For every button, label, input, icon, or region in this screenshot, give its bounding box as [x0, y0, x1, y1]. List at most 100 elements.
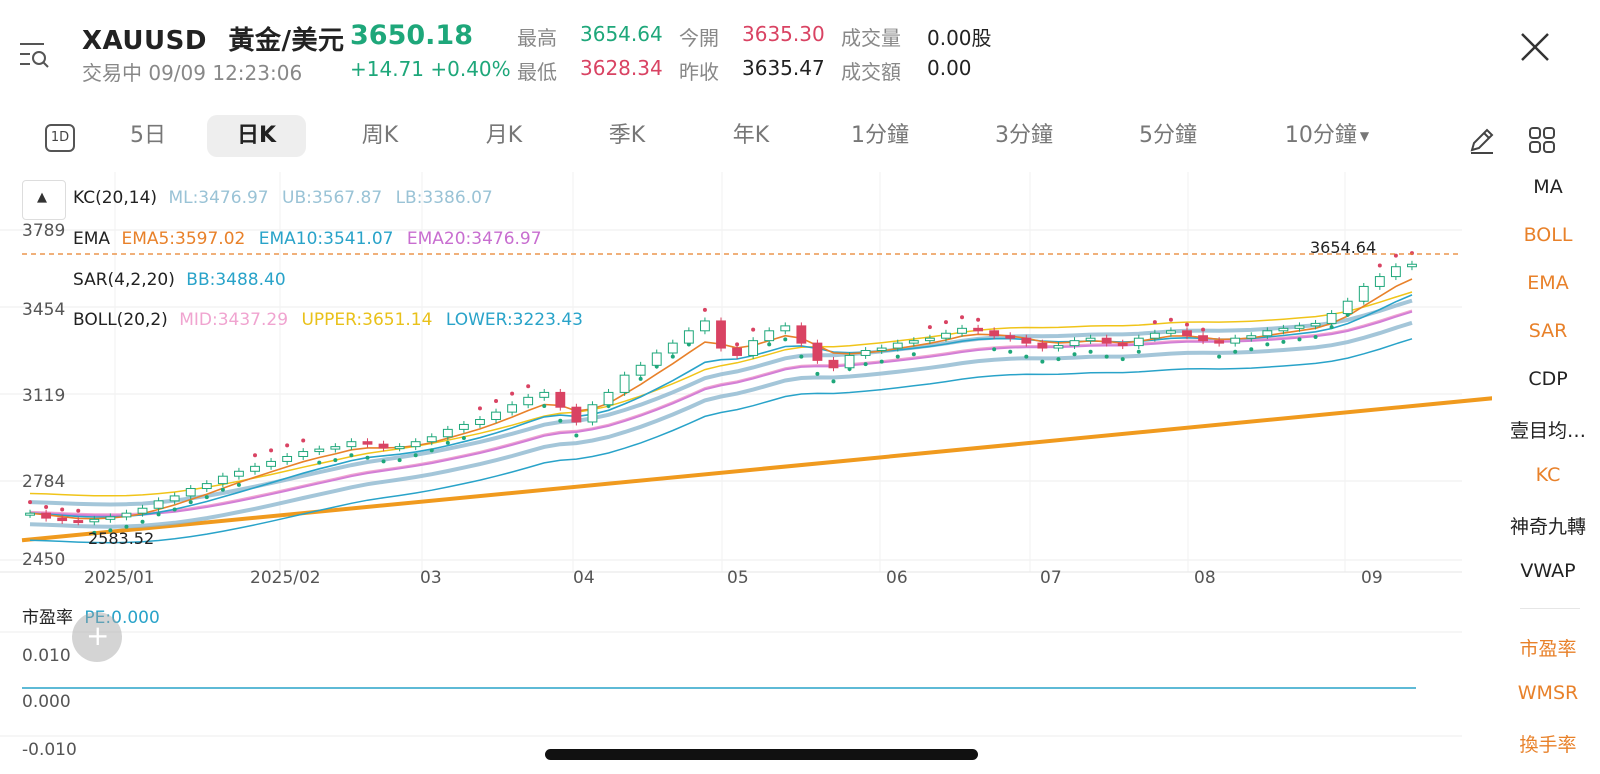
sar-dot [1393, 253, 1398, 258]
candle-body [892, 342, 903, 349]
candle-body [137, 507, 148, 514]
candle-body [475, 419, 485, 425]
sar-dot [1152, 320, 1157, 325]
tab-10-min[interactable]: 10分鐘 ▼ [1282, 115, 1372, 157]
candle-body [105, 516, 116, 520]
daily-chart-icon[interactable]: 1D [45, 124, 75, 152]
sidebar-item-vwap[interactable]: VWAP [1520, 560, 1576, 582]
sar-dot [156, 512, 161, 517]
candle-body [1246, 335, 1257, 339]
sidebar-item-sar[interactable]: SAR [1528, 320, 1568, 342]
kc-legend: KC(20,14) ML:3476.97 UB:3567.87 LB:3386.… [73, 188, 493, 208]
sar-dot [28, 500, 33, 505]
sidebar-item-td9[interactable]: 神奇九轉 [1509, 516, 1586, 538]
x-tick-label: 07 [1040, 568, 1062, 588]
sar-dot [1249, 347, 1254, 352]
candle-body [989, 330, 1000, 337]
candlesticks [25, 260, 1417, 526]
sar-dot [815, 371, 820, 376]
candle-body [780, 325, 791, 332]
tab-yearly-k[interactable]: 年K [732, 123, 770, 148]
sidebar-item-kc[interactable]: KC [1535, 464, 1561, 486]
tab-5-min[interactable]: 5分鐘 [1139, 123, 1197, 148]
sidebar-item-pe[interactable]: 市盈率 [1519, 638, 1577, 660]
sidebar-item-ema[interactable]: EMA [1527, 272, 1569, 294]
sar-dot [783, 337, 788, 342]
sar-dot [220, 487, 225, 492]
candle-body [860, 350, 871, 356]
candle-body [1069, 340, 1080, 347]
candle-body [1310, 322, 1321, 327]
sidebar-item-boll[interactable]: BOLL [1523, 224, 1573, 246]
sar-dot [1024, 354, 1029, 359]
layout-grid-icon[interactable] [1528, 126, 1556, 154]
candle-body [523, 396, 534, 406]
pen-icon[interactable] [1466, 124, 1498, 156]
sar-dot [76, 508, 81, 513]
sar-dot [510, 391, 515, 396]
candle-body [217, 475, 228, 485]
sar-dot [767, 342, 772, 347]
close-icon[interactable] [1518, 30, 1552, 64]
candle-body [844, 354, 855, 369]
candle-body [603, 391, 614, 406]
sidebar-item-wmsr[interactable]: WMSR [1517, 682, 1579, 704]
home-indicator [545, 749, 978, 760]
tab-5-day[interactable]: 5日 [130, 123, 166, 148]
kc-name: KC(20,14) [73, 188, 158, 208]
sar-dot [558, 418, 563, 423]
boll-lower-line [29, 338, 1413, 544]
boll-legend: BOLL(20,2) MID:3437.29 UPPER:3651.14 LOW… [73, 310, 583, 330]
tab-quarterly-k[interactable]: 季K [608, 123, 646, 148]
stat-value-turnover: 0.00 [927, 56, 972, 80]
candle-body [539, 391, 550, 398]
sar-bb: BB:3488.40 [186, 270, 286, 290]
sar-dot [349, 453, 354, 458]
sidebar-item-ma[interactable]: MA [1533, 176, 1563, 198]
price-change: +14.71 +0.40% [350, 57, 511, 81]
tab-3-min[interactable]: 3分鐘 [995, 123, 1053, 148]
sar-dot [1377, 263, 1382, 268]
stat-value-high: 3654.64 [580, 22, 663, 46]
sidebar-item-cdp[interactable]: CDP [1528, 368, 1568, 390]
candle-body [828, 359, 839, 369]
sar-dot [1040, 359, 1045, 364]
sar-dot [574, 433, 579, 438]
symbol-name: 黃金/美元 [228, 26, 345, 56]
candle-body [876, 347, 887, 352]
tab-weekly-k[interactable]: 周K [361, 123, 399, 148]
sar-dot [702, 307, 707, 312]
sub-y-tick-label: 0.010 [22, 646, 71, 666]
high-price-label: 3654.64 [1310, 238, 1377, 257]
menu-search-icon[interactable] [18, 40, 52, 70]
symbol-code: XAUUSD [82, 26, 207, 56]
candle-body [796, 325, 807, 344]
tab-1-min[interactable]: 1分鐘 [851, 123, 909, 148]
tab-monthly-k[interactable]: 月K [485, 123, 523, 148]
ema-legend: EMA EMA5:3597.02 EMA10:3541.07 EMA20:347… [73, 229, 542, 249]
ema10-line [29, 294, 1413, 518]
sar-dot [1233, 349, 1238, 354]
sar-dot [670, 354, 675, 359]
add-indicator-button[interactable]: + [72, 612, 122, 662]
sar-dot [269, 448, 274, 453]
candle-body [426, 436, 437, 443]
y-tick-label: 2784 [22, 472, 66, 492]
candle-body [314, 448, 325, 453]
price-chart[interactable] [0, 172, 1492, 772]
stat-value-open: 3635.30 [742, 22, 825, 46]
sidebar-item-ichimoku[interactable]: 壹目均… [1509, 420, 1586, 442]
sidebar-item-turnover[interactable]: 換手率 [1519, 734, 1577, 756]
kc-lb: LB:3386.07 [395, 188, 493, 208]
candle-body [1294, 325, 1305, 329]
sar-dot [638, 376, 643, 381]
collapse-indicators-button[interactable]: ▲ [22, 180, 66, 220]
sar-dot [1120, 357, 1125, 362]
pe-subchart [0, 631, 1462, 737]
y-tick-label: 3119 [22, 386, 66, 406]
candle-body [298, 451, 309, 457]
candle-body [651, 352, 662, 366]
candle-body [89, 518, 100, 523]
tab-daily-k[interactable]: 日K [207, 115, 306, 157]
candle-body [250, 465, 260, 472]
